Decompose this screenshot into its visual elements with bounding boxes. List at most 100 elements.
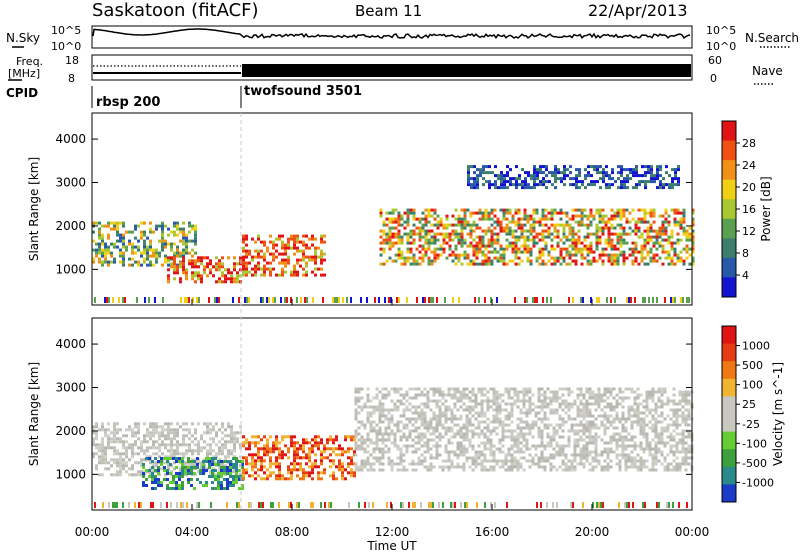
scatter-cell	[618, 465, 622, 469]
scatter-cell	[543, 405, 547, 409]
scatter-cell	[344, 450, 347, 454]
scatter-cell	[546, 435, 550, 439]
scatter-cell	[552, 393, 556, 397]
scatter-cell	[609, 435, 613, 439]
scatter-cell	[472, 253, 476, 257]
scatter-cell	[447, 429, 451, 433]
scatter-cell	[465, 405, 469, 409]
scatter-cell	[612, 408, 616, 412]
scatter-cell	[158, 443, 161, 447]
scatter-cell	[687, 462, 691, 466]
scatter-cell	[573, 441, 577, 445]
scatter-cell	[266, 468, 269, 472]
near-range-speckle	[296, 502, 298, 508]
scatter-cell	[603, 441, 607, 445]
scatter-cell	[633, 414, 637, 418]
scatter-cell	[369, 462, 373, 466]
scatter-cell	[492, 459, 496, 463]
scatter-cell	[517, 262, 521, 266]
scatter-cell	[481, 262, 485, 266]
scatter-cell	[462, 393, 466, 397]
scatter-cell	[634, 250, 638, 254]
scatter-cell	[684, 435, 688, 439]
scatter-cell	[320, 459, 323, 463]
scatter-cell	[516, 396, 520, 400]
scatter-cell	[548, 171, 551, 175]
scatter-cell	[490, 238, 494, 242]
scatter-cell	[399, 399, 403, 403]
scatter-cell	[257, 453, 260, 457]
scatter-cell	[161, 242, 164, 246]
scatter-cell	[643, 211, 647, 215]
scatter-cell	[403, 259, 407, 263]
scatter-cell	[529, 247, 533, 251]
scatter-cell	[514, 211, 518, 215]
scatter-cell	[412, 223, 416, 227]
scatter-cell	[533, 168, 536, 172]
scatter-cell	[182, 452, 185, 456]
scatter-cell	[185, 434, 188, 438]
scatter-cell	[363, 450, 367, 454]
scatter-cell	[472, 220, 476, 224]
scatter-cell	[508, 226, 512, 230]
scatter-cell	[481, 235, 485, 239]
scatter-cell	[536, 171, 539, 175]
scatter-cell	[185, 248, 188, 252]
scatter-cell	[519, 408, 523, 412]
scatter-cell	[684, 423, 688, 427]
scatter-cell	[372, 426, 376, 430]
scatter-cell	[612, 387, 616, 391]
scatter-cell	[484, 232, 488, 236]
scatter-cell	[242, 234, 245, 238]
scatter-cell	[613, 214, 617, 218]
scatter-cell	[543, 423, 547, 427]
scatter-cell	[296, 246, 299, 250]
scatter-cell	[667, 214, 671, 218]
scatter-cell	[260, 462, 263, 466]
scatter-cell	[652, 208, 656, 212]
scatter-cell	[335, 465, 338, 469]
scatter-cell	[140, 443, 143, 447]
scatter-cell	[640, 259, 644, 263]
scatter-cell	[200, 461, 203, 465]
scatter-cell	[221, 256, 224, 260]
near-range-speckle	[634, 297, 636, 303]
scatter-cell	[155, 428, 158, 432]
scatter-cell	[399, 435, 403, 439]
scatter-cell	[651, 390, 655, 394]
scatter-cell	[302, 273, 305, 277]
scatter-cell	[113, 473, 116, 477]
scatter-cell	[344, 435, 347, 439]
scatter-cell	[627, 414, 631, 418]
scatter-cell	[577, 229, 581, 233]
scatter-cell	[522, 393, 526, 397]
scatter-cell	[146, 434, 149, 438]
scatter-cell	[514, 244, 518, 248]
scatter-cell	[317, 465, 320, 469]
scatter-cell	[527, 183, 530, 187]
scatter-cell	[436, 238, 440, 242]
scatter-cell	[296, 249, 299, 253]
scatter-cell	[308, 459, 311, 463]
scatter-cell	[212, 455, 215, 459]
scatter-cell	[424, 235, 428, 239]
scatter-cell	[527, 174, 530, 178]
scatter-cell	[438, 390, 442, 394]
near-range-speckle	[196, 502, 198, 508]
scatter-cell	[475, 256, 479, 260]
scatter-cell	[164, 245, 167, 249]
scatter-cell	[438, 393, 442, 397]
scatter-cell	[378, 420, 382, 424]
scatter-cell	[615, 447, 619, 451]
scatter-cell	[647, 171, 650, 175]
scatter-cell	[366, 405, 370, 409]
scatter-cell	[128, 239, 131, 243]
scatter-cell	[122, 257, 125, 261]
scatter-cell	[676, 253, 680, 257]
scatter-cell	[173, 265, 176, 269]
scatter-cell	[677, 177, 680, 181]
scatter-cell	[203, 268, 206, 272]
scatter-cell	[191, 254, 194, 258]
scatter-cell	[116, 428, 119, 432]
scatter-cell	[579, 435, 583, 439]
